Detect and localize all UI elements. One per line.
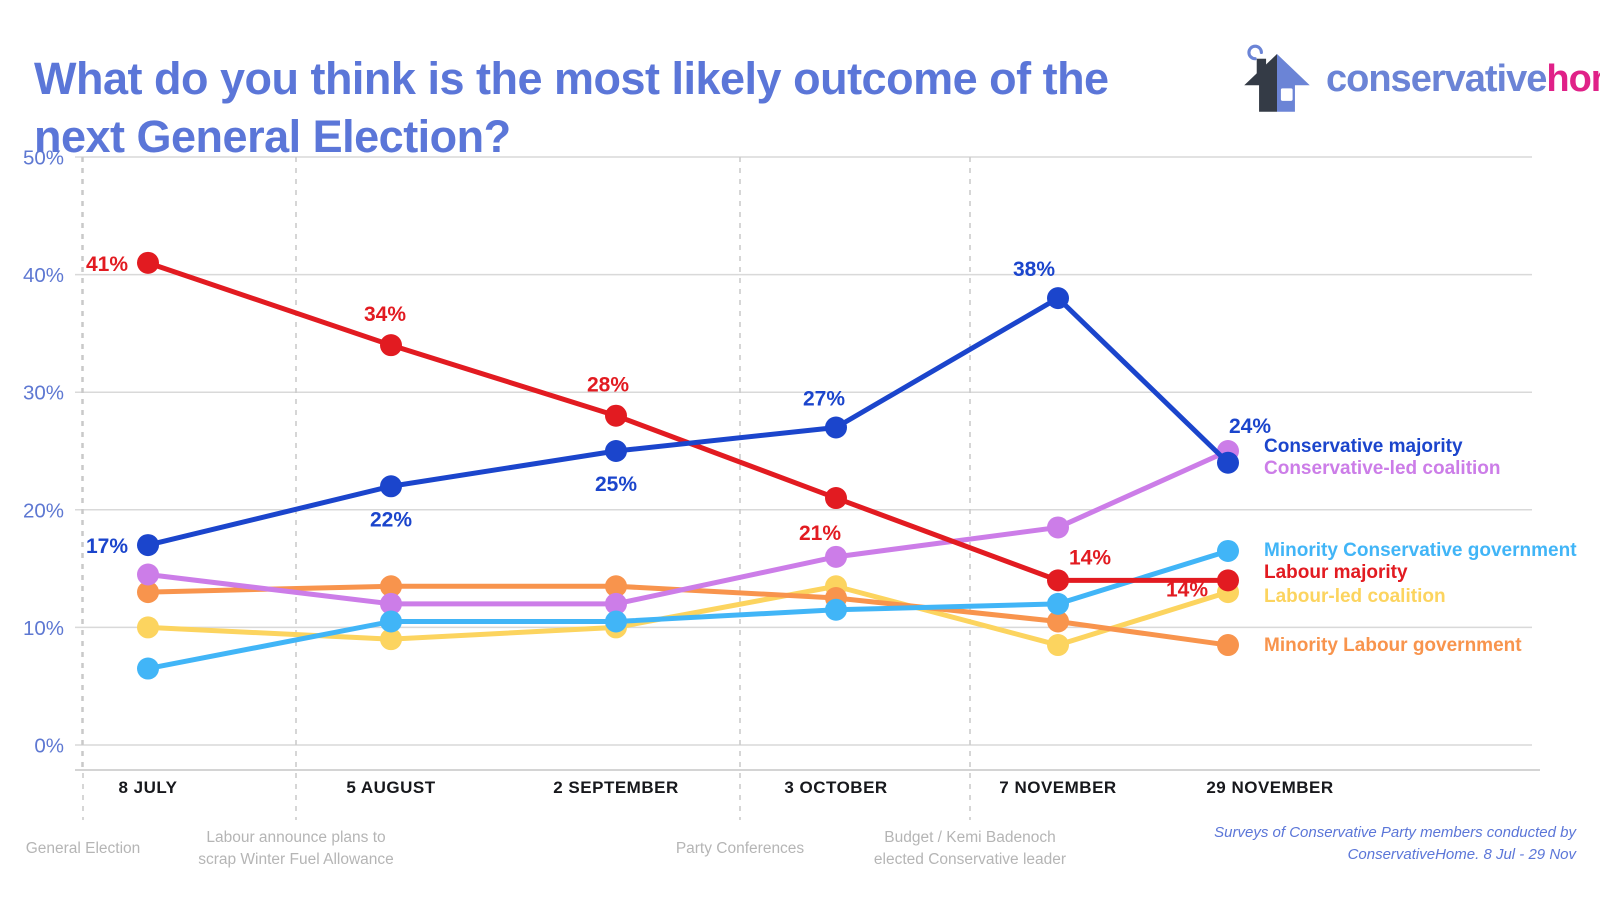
- logo-word-conservative: conservative: [1326, 57, 1547, 100]
- event-annotation: Budget / Kemi Badenoch elected Conservati…: [874, 829, 1066, 868]
- data-point: [825, 487, 847, 510]
- data-point: [137, 563, 159, 586]
- data-point: [137, 616, 159, 639]
- series-line: [145, 583, 1231, 648]
- x-category-label: 3 OCTOBER: [784, 778, 887, 797]
- y-tick-label: 40%: [23, 264, 64, 287]
- series-line: [145, 583, 1231, 648]
- data-point: [1047, 287, 1069, 310]
- event-annotation: General Election: [26, 840, 141, 857]
- data-point: [605, 592, 627, 615]
- x-category-label: 8 JULY: [118, 778, 177, 797]
- data-point: [1217, 539, 1239, 562]
- legend-conservative-led-coalition: Conservative-led coalition: [1264, 458, 1501, 479]
- source-note-line1: Surveys of Conservative Party members co…: [1214, 824, 1576, 841]
- y-tick-label: 0%: [34, 735, 64, 758]
- y-tick-label: 20%: [23, 499, 64, 522]
- house-icon: [1244, 44, 1310, 112]
- data-point: [137, 581, 159, 604]
- data-point: [380, 628, 402, 651]
- x-category-label: 2 SEPTEMBER: [553, 778, 678, 797]
- data-point: [1047, 516, 1069, 539]
- data-point-label: 28%: [587, 374, 629, 397]
- x-category-label: 29 NOVEMBER: [1206, 778, 1333, 797]
- data-point-label: 34%: [364, 303, 406, 326]
- data-point: [605, 404, 627, 427]
- event-annotation: Party Conferences: [676, 840, 805, 857]
- data-point: [380, 610, 402, 633]
- y-tick-label: 30%: [23, 382, 64, 405]
- logo-wordmark: conservativehome: [1326, 58, 1600, 101]
- data-point: [380, 334, 402, 357]
- legend-conservative-majority: Conservative majority: [1264, 436, 1463, 457]
- source-note: Surveys of Conservative Party members co…: [1214, 822, 1576, 866]
- data-point: [1047, 569, 1069, 592]
- data-point: [825, 416, 847, 439]
- data-point: [1047, 610, 1069, 633]
- data-point-label: 41%: [86, 253, 128, 276]
- data-point: [825, 545, 847, 568]
- data-point: [1217, 451, 1239, 474]
- data-point: [825, 598, 847, 621]
- legend-minority-conservative-government: Minority Conservative government: [1264, 540, 1577, 561]
- data-point: [137, 534, 159, 557]
- x-category-label: 7 NOVEMBER: [999, 778, 1116, 797]
- series-line: [145, 448, 1231, 607]
- data-point: [605, 610, 627, 633]
- logo-word-home: home: [1546, 57, 1600, 100]
- y-tick-label: 10%: [23, 617, 64, 640]
- data-point: [605, 575, 627, 598]
- data-point-label: 27%: [803, 387, 845, 410]
- data-point-label: 24%: [1229, 415, 1271, 438]
- data-point: [380, 575, 402, 598]
- legend-minority-labour-government: Minority Labour government: [1264, 635, 1522, 656]
- legend-labour-majority: Labour majority: [1264, 562, 1408, 583]
- series-line: [145, 260, 1231, 583]
- event-annotation: Labour announce plans to scrap Winter Fue…: [198, 829, 394, 868]
- x-category-label: 5 AUGUST: [346, 778, 435, 797]
- conservativehome-logo: conservativehome: [1238, 40, 1600, 118]
- data-point-label: 22%: [370, 508, 412, 531]
- data-point: [1217, 569, 1239, 592]
- data-point-label: 38%: [1013, 258, 1055, 281]
- data-point-label: 14%: [1166, 578, 1208, 601]
- data-point-label: 14%: [1069, 546, 1111, 569]
- data-point: [1047, 592, 1069, 615]
- page-title: What do you think is the most likely out…: [34, 53, 1109, 163]
- data-point: [137, 657, 159, 680]
- y-tick-label: 50%: [23, 147, 64, 170]
- data-point: [380, 592, 402, 615]
- data-point: [380, 475, 402, 498]
- data-point-label: 21%: [799, 522, 841, 545]
- series-line: [145, 295, 1231, 548]
- series-line: [145, 548, 1231, 672]
- data-point: [1217, 634, 1239, 657]
- legend-labour-led-coalition: Labour-led coalition: [1264, 586, 1446, 607]
- data-point: [605, 440, 627, 462]
- data-point-label: 25%: [595, 473, 637, 496]
- source-note-line2: ConservativeHome. 8 Jul - 29 Nov: [1347, 846, 1576, 863]
- data-point: [1047, 634, 1069, 657]
- data-point-label: 17%: [86, 535, 128, 558]
- data-point: [137, 251, 159, 274]
